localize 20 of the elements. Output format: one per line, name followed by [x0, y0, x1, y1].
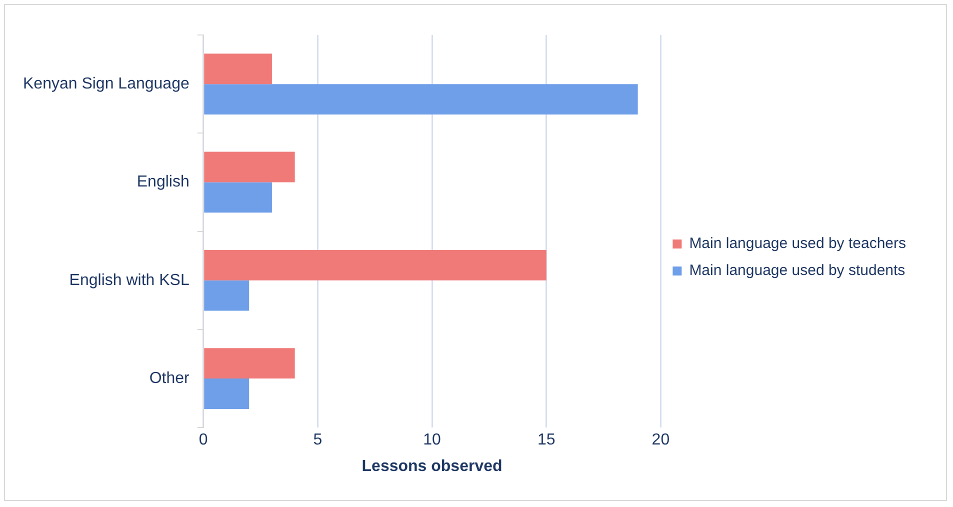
x-tick-label: 15: [537, 432, 556, 449]
x-axis-title: Lessons observed: [362, 458, 502, 475]
bar: [204, 152, 295, 182]
bar: [204, 280, 250, 311]
x-tick-label: 10: [423, 432, 442, 449]
x-tick-label: 20: [652, 432, 670, 449]
bar: [204, 250, 546, 280]
y-tick-label: English: [136, 174, 190, 191]
y-tick-label: English with KSL: [69, 272, 190, 289]
x-tick-label: 5: [313, 432, 322, 449]
y-tick-label: Other: [149, 370, 190, 387]
legend-label: Main language used by teachers: [689, 235, 906, 252]
bar: [204, 182, 272, 213]
x-tick-label: 0: [198, 432, 208, 449]
bar: [204, 54, 272, 84]
bar: [204, 378, 250, 409]
legend-label: Main language used by students: [689, 262, 906, 280]
bar: [204, 84, 638, 114]
bar: [204, 348, 295, 379]
y-tick-label: Kenyan Sign Language: [22, 75, 190, 92]
